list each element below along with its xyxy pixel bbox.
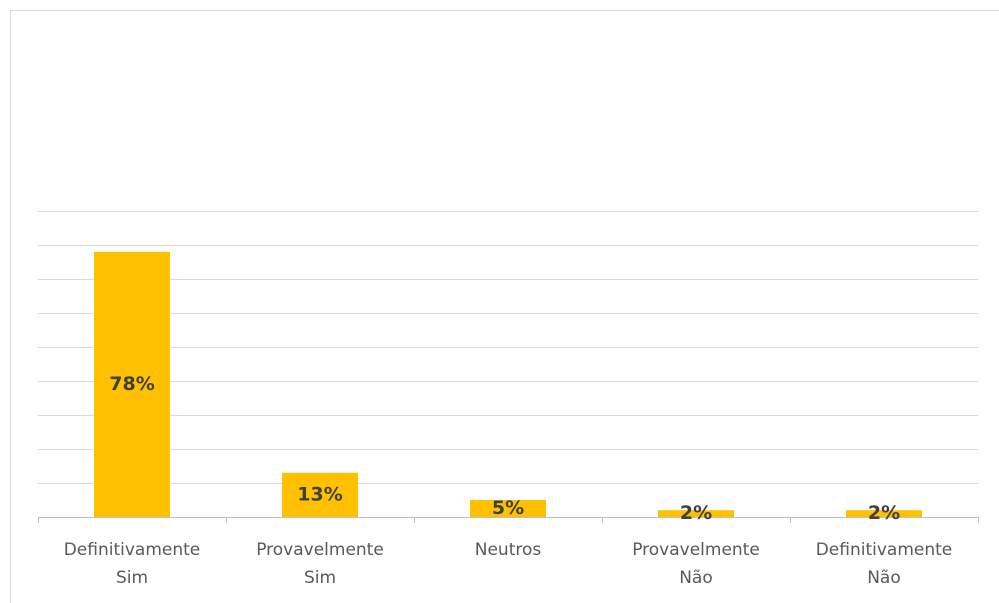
chart-border: [10, 10, 999, 603]
data-label: 2%: [680, 502, 712, 524]
data-label: 5%: [492, 497, 524, 519]
x-tick-label: Provavelmente Não: [632, 540, 760, 588]
data-label: 13%: [297, 483, 342, 505]
x-tick-label: Provavelmente Sim: [256, 540, 384, 588]
data-label: 2%: [868, 502, 900, 524]
bar: [658, 510, 734, 517]
x-tick-label: Definitivamente Sim: [63, 540, 201, 588]
data-label: 78%: [109, 373, 154, 395]
bar: [282, 472, 358, 517]
x-tick-label: Neutros: [474, 540, 542, 560]
bar: [94, 251, 170, 518]
bar: [846, 510, 922, 517]
bar: [470, 500, 546, 517]
x-tick-label: Definitivamente Não: [815, 540, 953, 588]
